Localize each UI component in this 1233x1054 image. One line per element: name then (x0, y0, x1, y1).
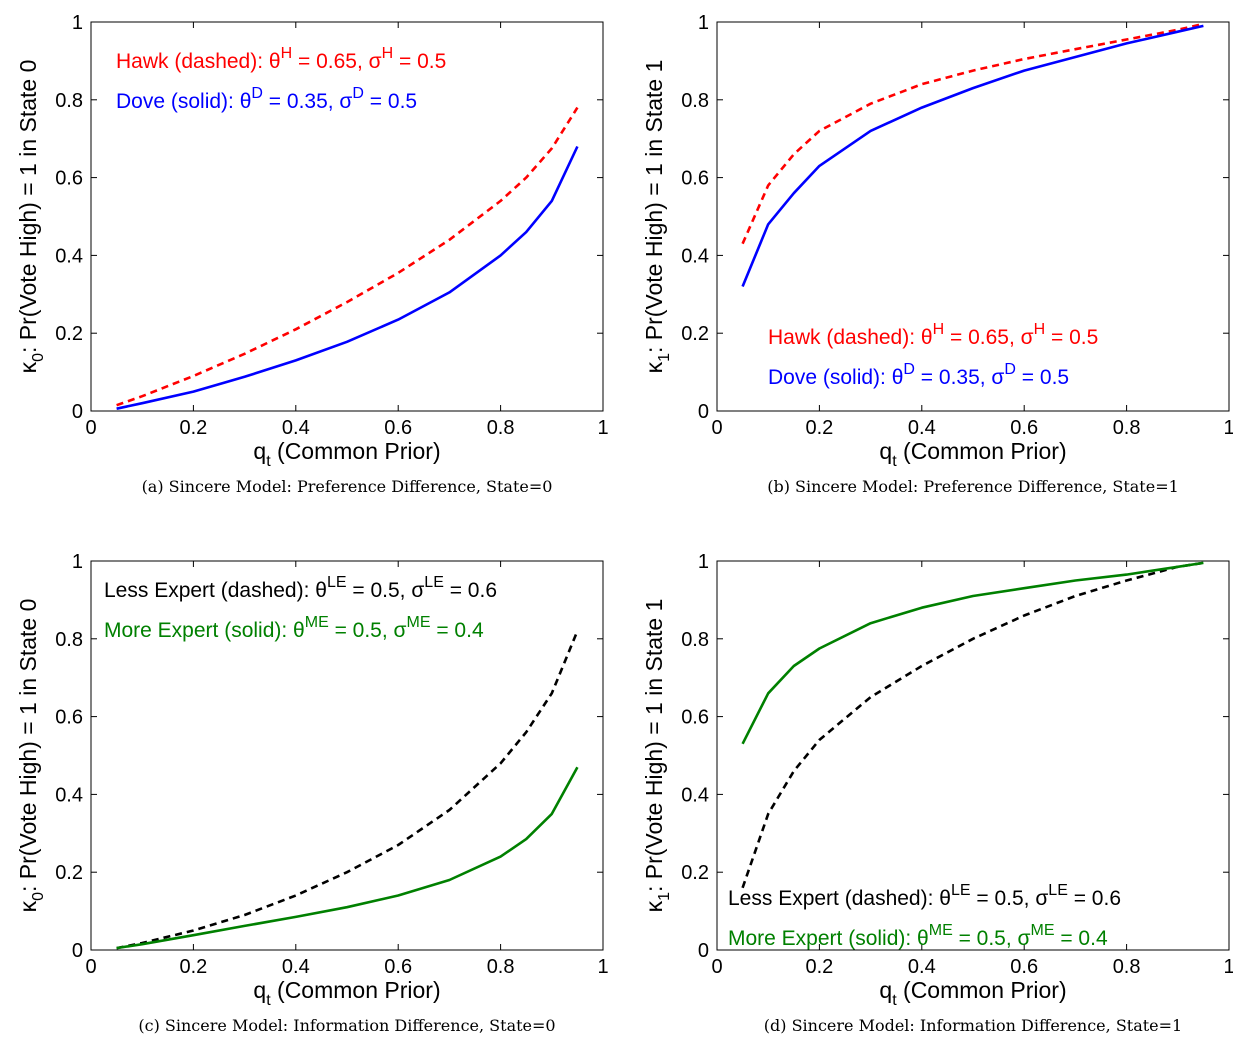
x-tick-label: 0 (711, 956, 722, 978)
legend-entry: Dove (solid): θD = 0.35, σD = 0.5 (116, 85, 417, 113)
chart-panel-d: 0 0.2 0.4 0.6 0.8 1 0 0.2 0.4 0.6 0.8 1 qt (Common P… (641, 551, 1233, 1035)
x-tick-label: 0.4 (908, 956, 936, 978)
y-tick-label: 0.2 (55, 862, 83, 884)
x-axis-title: qt (Common Prior) (253, 438, 440, 470)
y-tick-label: 0.6 (55, 707, 83, 729)
y-axis-title: κ1: Pr(Vote High) = 1 in State 1 (641, 599, 673, 913)
x-axis-title: qt (Common Prior) (879, 438, 1066, 470)
x-tick-label: 0 (85, 417, 96, 439)
panel-caption: (d) Sincere Model: Information Differenc… (764, 1016, 1182, 1035)
y-tick-label: 0.6 (681, 168, 709, 190)
y-axis-title: κ0: Pr(Vote High) = 1 in State 0 (15, 599, 47, 913)
legend-entry: Less Expert (dashed): θLE = 0.5, σLE = 0… (104, 574, 497, 602)
y-tick-label: 0.4 (681, 784, 709, 806)
x-axis-title: qt (Common Prior) (253, 977, 440, 1009)
x-tick-label: 0.8 (1113, 956, 1141, 978)
legend-entry: Dove (solid): θD = 0.35, σD = 0.5 (768, 361, 1069, 389)
dashed-series-line (741, 561, 1204, 889)
x-tick-label: 0.8 (487, 956, 515, 978)
chart-panel-c: 0 0.2 0.4 0.6 0.8 1 0 0.2 0.4 0.6 0.8 1 qt (Common P… (15, 551, 609, 1035)
y-tick-label: 0 (72, 401, 83, 423)
chart-panel-b: 0 0.2 0.4 0.6 0.8 1 0 0.2 0.4 0.6 0.8 1 qt (Common P… (641, 12, 1233, 496)
legend-entry: More Expert (solid): θME = 0.5, σME = 0.… (728, 922, 1108, 950)
dashed-series-line (741, 22, 1204, 245)
chart-panel-a: 0 0.2 0.4 0.6 0.8 1 0 0.2 0.4 0.6 0.8 1 qt (Common P… (15, 12, 609, 496)
panel-caption: (a) Sincere Model: Preference Difference… (142, 477, 553, 496)
y-tick-label: 0.8 (681, 90, 709, 112)
solid-series-line (741, 24, 1204, 287)
plot-frame (716, 21, 1230, 412)
y-tick-label: 0.4 (55, 784, 83, 806)
legend-entry: Hawk (dashed): θH = 0.65, σH = 0.5 (116, 45, 446, 73)
plot-frame (90, 21, 604, 412)
x-tick-label: 0.2 (179, 417, 207, 439)
x-tick-label: 0.8 (1113, 417, 1141, 439)
x-tick-label: 0.4 (908, 417, 936, 439)
y-tick-label: 0 (72, 940, 83, 962)
x-tick-label: 0.2 (805, 417, 833, 439)
x-tick-label: 0 (85, 956, 96, 978)
y-tick-label: 0 (698, 401, 709, 423)
y-tick-label: 0.2 (681, 862, 709, 884)
y-tick-label: 0.8 (55, 90, 83, 112)
x-tick-label: 0 (711, 417, 722, 439)
legend-entry: Less Expert (dashed): θLE = 0.5, σLE = 0… (728, 882, 1121, 910)
y-tick-label: 0.4 (681, 245, 709, 267)
y-axis-title: κ1: Pr(Vote High) = 1 in State 1 (641, 60, 673, 374)
x-tick-label: 0.2 (179, 956, 207, 978)
y-tick-label: 1 (698, 12, 709, 34)
dashed-series-line (116, 630, 579, 950)
y-tick-label: 0.8 (55, 629, 83, 651)
x-tick-label: 0.6 (384, 417, 412, 439)
y-tick-label: 0.8 (681, 629, 709, 651)
x-tick-label: 1 (597, 417, 608, 439)
y-tick-label: 1 (698, 551, 709, 573)
plot-frame (716, 560, 1230, 951)
panel-caption: (b) Sincere Model: Preference Difference… (767, 477, 1179, 496)
x-tick-label: 1 (597, 956, 608, 978)
y-tick-label: 0 (698, 940, 709, 962)
x-tick-label: 0.8 (487, 417, 515, 439)
legend-entry: More Expert (solid): θME = 0.5, σME = 0.… (104, 614, 484, 642)
y-axis-title: κ0: Pr(Vote High) = 1 in State 0 (15, 60, 47, 374)
x-tick-label: 0.6 (384, 956, 412, 978)
x-tick-label: 0.4 (282, 417, 310, 439)
x-tick-label: 0.4 (282, 956, 310, 978)
solid-series-line (741, 561, 1204, 745)
x-tick-label: 0.2 (805, 956, 833, 978)
dashed-series-line (116, 106, 579, 407)
y-tick-label: 0.6 (55, 168, 83, 190)
y-tick-label: 0.2 (681, 323, 709, 345)
solid-series-line (116, 145, 579, 410)
x-tick-label: 0.6 (1010, 956, 1038, 978)
panel-caption: (c) Sincere Model: Information Differenc… (138, 1016, 555, 1035)
x-tick-label: 1 (1223, 956, 1233, 978)
y-tick-label: 0.2 (55, 323, 83, 345)
y-tick-label: 0.4 (55, 245, 83, 267)
solid-series-line (116, 766, 579, 950)
x-tick-label: 1 (1223, 417, 1233, 439)
y-tick-label: 0.6 (681, 707, 709, 729)
y-tick-label: 1 (72, 12, 83, 34)
x-tick-label: 0.6 (1010, 417, 1038, 439)
y-tick-label: 1 (72, 551, 83, 573)
plot-frame (90, 560, 604, 951)
x-axis-title: qt (Common Prior) (879, 977, 1066, 1009)
legend-entry: Hawk (dashed): θH = 0.65, σH = 0.5 (768, 321, 1098, 349)
